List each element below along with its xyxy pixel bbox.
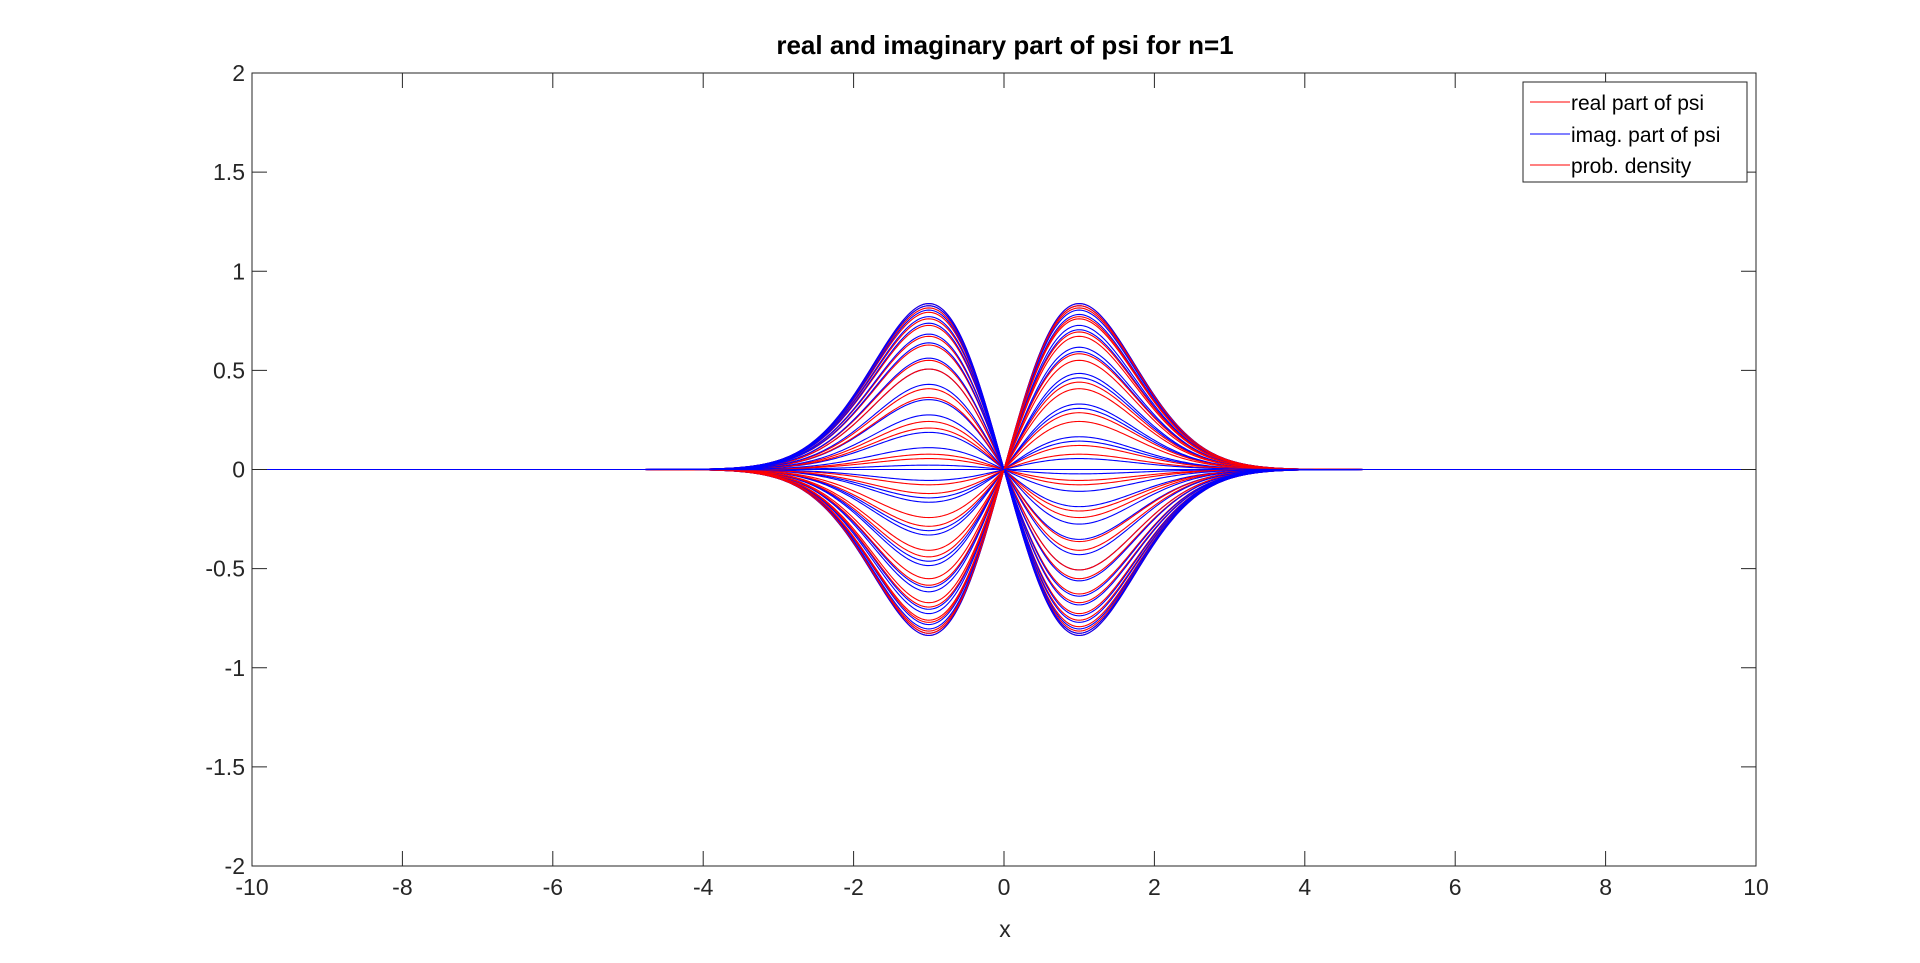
imag-part-curve [252, 458, 1756, 481]
curves-group [252, 302, 1756, 637]
legend[interactable]: real part of psi imag. part of psi prob.… [1522, 81, 1748, 183]
y-tick-label: 0.5 [213, 357, 245, 383]
legend-label-real: real part of psi [1571, 92, 1704, 115]
x-tick-label: 2 [1148, 874, 1161, 900]
x-tick-label: 0 [998, 874, 1011, 900]
y-tick-label: 1 [232, 258, 245, 284]
y-tick-label: 0 [232, 457, 245, 483]
legend-label-density: prob. density [1571, 155, 1692, 178]
y-tick-label: 1.5 [213, 159, 245, 185]
y-tick-label: -1 [225, 655, 245, 681]
x-tick-label: 10 [1743, 874, 1769, 900]
legend-label-imag: imag. part of psi [1571, 124, 1720, 147]
x-tick-label: -8 [392, 874, 412, 900]
x-tick-label: -2 [843, 874, 863, 900]
y-tick-label: 2 [232, 60, 245, 86]
y-tick-label: -2 [225, 853, 245, 879]
chart-title: real and imaginary part of psi for n=1 [776, 30, 1233, 60]
plot-area: -10 -8 -6 -4 -2 0 2 4 6 8 10 -2 -1.5 -1 -0.5 0 0.5 1 1.5 2 [205, 60, 1768, 900]
x-tick-label: 4 [1298, 874, 1311, 900]
x-axis-label: x [999, 916, 1011, 942]
ticks-group: -10 -8 -6 -4 -2 0 2 4 6 8 10 -2 -1.5 -1 -0.5 0 0.5 1 1.5 2 [205, 60, 1768, 900]
x-tick-label: 8 [1599, 874, 1612, 900]
y-tick-label: -1.5 [205, 754, 245, 780]
y-tick-label: -0.5 [205, 556, 245, 582]
x-tick-label: -10 [235, 874, 268, 900]
x-tick-label: -4 [693, 874, 714, 900]
x-tick-label: 6 [1449, 874, 1462, 900]
x-tick-label: -6 [543, 874, 563, 900]
